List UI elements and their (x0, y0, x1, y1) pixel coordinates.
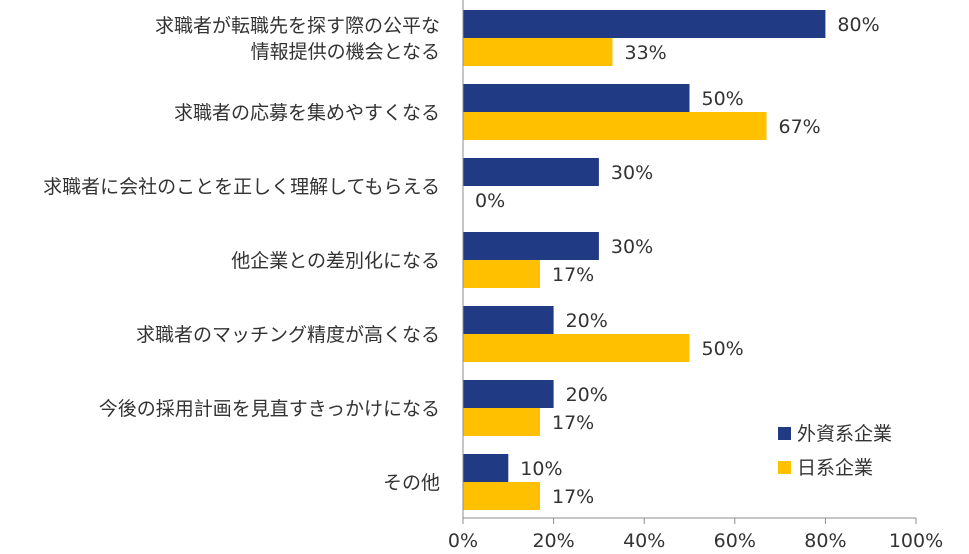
category-label: その他 (383, 472, 440, 494)
category-labels: 求職者が転職先を探す際の公平な情報提供の機会となる求職者の応募を集めやすくなる求… (43, 15, 440, 494)
legend-label: 日系企業 (797, 457, 873, 479)
category-label: 他企業との差別化になる (231, 250, 440, 272)
bar-foreign (463, 380, 554, 408)
category-label: 求職者が転職先を探す際の公平な (155, 15, 440, 37)
data-label: 20% (566, 384, 608, 406)
data-label: 30% (611, 162, 653, 184)
data-label: 67% (779, 116, 821, 138)
bar-japanese (463, 38, 613, 66)
bar-foreign (463, 10, 826, 38)
bar-japanese (463, 260, 541, 288)
bar-japanese (463, 482, 541, 510)
data-label: 17% (552, 486, 594, 508)
x-tick-label: 20% (532, 530, 574, 552)
data-label: 33% (624, 42, 666, 64)
category-label: 求職者に会社のことを正しく理解してもらえる (43, 176, 440, 198)
category-label: 求職者のマッチング精度が高くなる (136, 324, 440, 346)
bar-japanese (463, 112, 767, 140)
x-tick-label: 40% (623, 530, 665, 552)
bar-japanese (463, 334, 690, 362)
x-tick-label: 80% (804, 530, 846, 552)
x-axis: 0% 20% 40% 60% 80% 100% (448, 0, 943, 552)
data-label: 80% (837, 14, 879, 36)
bar-foreign (463, 232, 599, 260)
legend-label: 外資系企業 (797, 423, 892, 445)
data-label: 10% (520, 458, 562, 480)
category-label: 情報提供の機会となる (251, 41, 440, 63)
legend-swatch-japanese (778, 461, 791, 474)
x-tick-label: 0% (448, 530, 478, 552)
x-tick-label: 100% (889, 530, 943, 552)
data-label: 17% (552, 412, 594, 434)
x-tick-label: 60% (714, 530, 756, 552)
bar-foreign (463, 454, 509, 482)
bars (463, 10, 826, 510)
bar-foreign (463, 158, 599, 186)
category-label: 今後の採用計画を見直すきっかけになる (99, 398, 440, 420)
legend-swatch-foreign (778, 427, 791, 440)
value-labels: 80% 33% 50% 67% 30% 0% 30% 17% 20% 50% 20% 17% 10% 17… (475, 14, 880, 508)
data-label: 30% (611, 236, 653, 258)
data-label: 20% (566, 310, 608, 332)
category-label: 求職者の応募を集めやすくなる (174, 102, 440, 124)
bar-japanese (463, 408, 541, 436)
bar-foreign (463, 84, 690, 112)
data-label: 0% (475, 190, 505, 212)
data-label: 50% (702, 338, 744, 360)
bar-foreign (463, 306, 554, 334)
data-label: 17% (552, 264, 594, 286)
data-label: 50% (702, 88, 744, 110)
